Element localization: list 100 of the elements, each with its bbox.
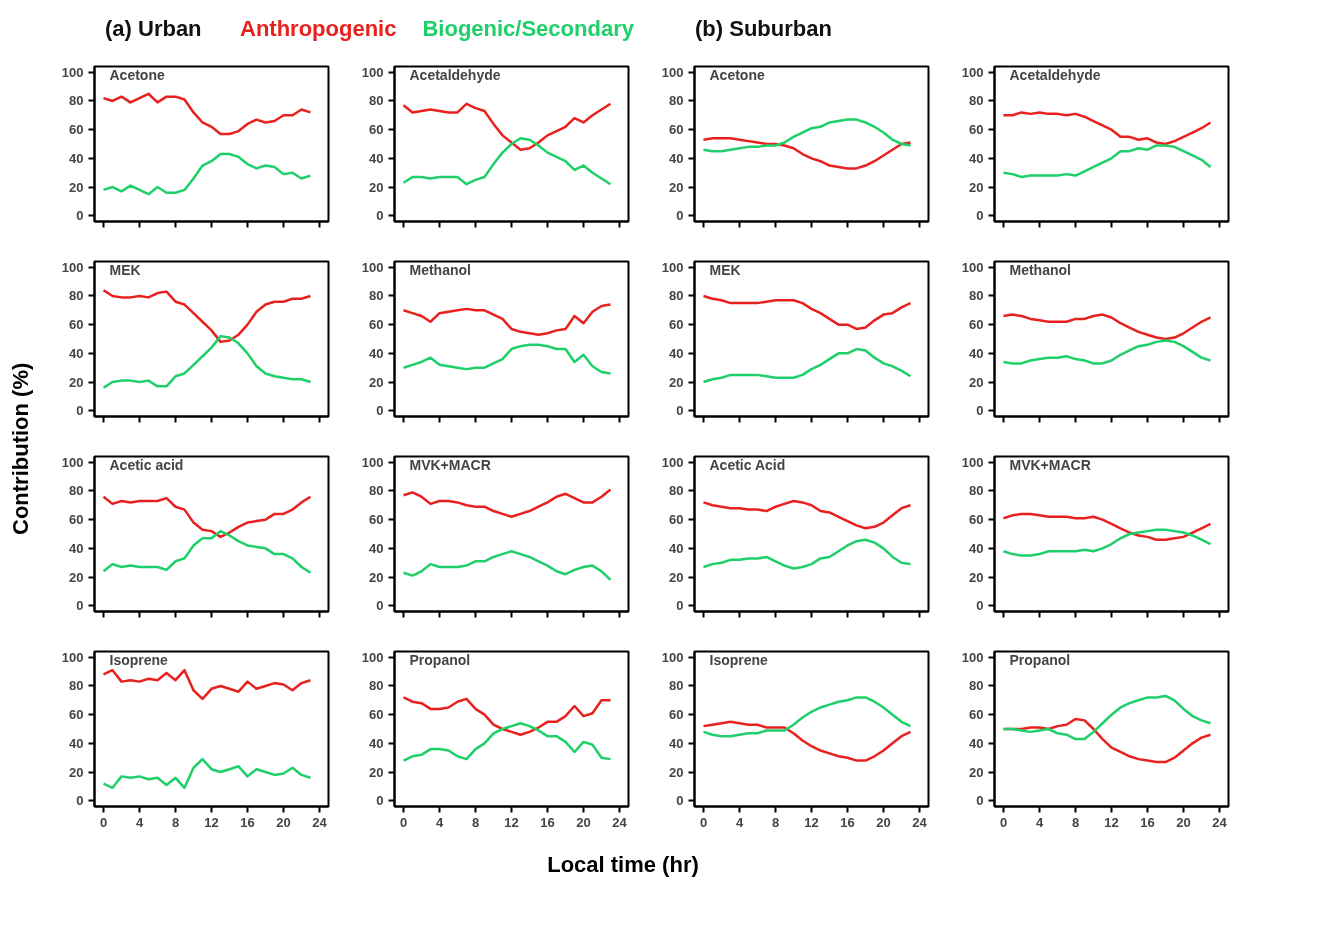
y-tick-label: 20: [69, 764, 84, 780]
x-tick-label: 8: [471, 814, 480, 830]
x-tick-label: 4: [435, 814, 444, 830]
annotation: Propanol: [409, 651, 471, 668]
x-tick-label: 4: [735, 814, 744, 830]
y-tick-label: 80: [969, 93, 984, 109]
annotation: Isoprene: [109, 651, 169, 668]
x-tick-label: 0: [99, 814, 108, 830]
y-tick-label: 60: [369, 512, 384, 528]
y-tick-label: 0: [676, 403, 684, 419]
y-tick-label: 60: [369, 122, 384, 138]
y-tick-label: 60: [969, 707, 984, 723]
y-tick-label: 0: [676, 208, 684, 224]
y-tick-label: 100: [661, 259, 684, 275]
y-tick-label: 80: [969, 483, 984, 499]
y-tick-label: 100: [661, 64, 684, 80]
y-tick-label: 0: [976, 598, 984, 614]
y-tick-label: 20: [69, 374, 84, 390]
x-tick-label: 0: [699, 814, 708, 830]
x-tick-label: 12: [804, 814, 819, 830]
y-tick-label: 0: [676, 598, 684, 614]
annotation: Acetone: [109, 66, 165, 83]
y-tick-label: 20: [369, 569, 384, 585]
y-tick-label: 100: [61, 259, 84, 275]
y-tick-label: 20: [969, 179, 984, 195]
y-tick-label: 80: [669, 93, 684, 109]
y-tick-label: 20: [669, 179, 684, 195]
text: Anthropogenic: [240, 16, 397, 41]
y-tick-label: 80: [669, 288, 684, 304]
annotation: Acetic Acid: [709, 456, 786, 473]
y-tick-label: 80: [369, 483, 384, 499]
x-tick-label: 8: [1071, 814, 1080, 830]
text: (a) Urban: [105, 15, 202, 43]
y-tick-label: 100: [361, 259, 384, 275]
y-tick-label: 40: [669, 540, 684, 556]
y-tick-label: 40: [969, 345, 984, 361]
y-tick-label: 20: [969, 569, 984, 585]
annotation: Acetone: [709, 66, 765, 83]
annotation: MVK+MACR: [409, 456, 491, 473]
y-tick-label: 40: [669, 735, 684, 751]
y-tick-label: 80: [369, 93, 384, 109]
y-tick-label: 100: [361, 454, 384, 470]
y-tick-label: 20: [669, 764, 684, 780]
text: Contribution (%): [7, 361, 34, 538]
annotation: MEK: [109, 261, 141, 278]
x-tick-label: 20: [1176, 814, 1191, 830]
x-tick-label: 16: [840, 814, 855, 830]
y-tick-label: 40: [369, 540, 384, 556]
x-tick-label: 4: [1035, 814, 1044, 830]
y-tick-label: 20: [69, 179, 84, 195]
y-tick-label: 0: [676, 793, 684, 809]
x-tick-label: 12: [504, 814, 519, 830]
annotation: Acetic acid: [109, 456, 184, 473]
annotation: MEK: [709, 261, 741, 278]
y-tick-label: 60: [69, 512, 84, 528]
y-tick-label: 20: [969, 764, 984, 780]
y-tick-label: 0: [76, 793, 84, 809]
y-tick-label: 80: [669, 678, 684, 694]
y-tick-label: 40: [69, 735, 84, 751]
x-tick-label: 20: [276, 814, 291, 830]
y-tick-label: 40: [669, 345, 684, 361]
y-tick-label: 40: [69, 540, 84, 556]
y-tick-label: 60: [669, 122, 684, 138]
y-tick-label: 100: [361, 649, 384, 665]
y-tick-label: 40: [969, 540, 984, 556]
y-tick-label: 20: [369, 374, 384, 390]
y-tick-label: 0: [376, 598, 384, 614]
y-tick-label: 40: [69, 345, 84, 361]
text: (b) Suburban: [695, 15, 832, 43]
y-tick-label: 40: [669, 150, 684, 166]
annotation: Propanol: [1009, 651, 1071, 668]
x-tick-label: 24: [312, 814, 328, 830]
annotation: Methanol: [409, 261, 471, 278]
y-tick-label: 100: [61, 454, 84, 470]
y-tick-label: 40: [69, 150, 84, 166]
annotation: Isoprene: [709, 651, 769, 668]
x-tick-label: 12: [1104, 814, 1119, 830]
y-tick-label: 80: [369, 288, 384, 304]
y-tick-label: 40: [969, 150, 984, 166]
x-tick-label: 16: [240, 814, 255, 830]
y-tick-label: 60: [369, 317, 384, 333]
annotation: Methanol: [1009, 261, 1071, 278]
y-tick-label: 20: [669, 374, 684, 390]
text: Biogenic/Secondary: [422, 16, 634, 41]
y-tick-label: 60: [969, 122, 984, 138]
y-tick-label: 0: [76, 208, 84, 224]
y-tick-label: 0: [376, 208, 384, 224]
y-tick-label: 60: [669, 317, 684, 333]
y-tick-label: 100: [361, 64, 384, 80]
y-tick-label: 0: [976, 793, 984, 809]
y-tick-label: 80: [69, 288, 84, 304]
y-tick-label: 0: [376, 793, 384, 809]
y-tick-label: 100: [961, 454, 984, 470]
y-tick-label: 100: [61, 649, 84, 665]
y-tick-label: 60: [969, 512, 984, 528]
y-tick-label: 60: [69, 317, 84, 333]
x-tick-label: 0: [999, 814, 1008, 830]
x-tick-label: 16: [540, 814, 555, 830]
y-tick-label: 100: [961, 259, 984, 275]
y-tick-label: 100: [661, 454, 684, 470]
